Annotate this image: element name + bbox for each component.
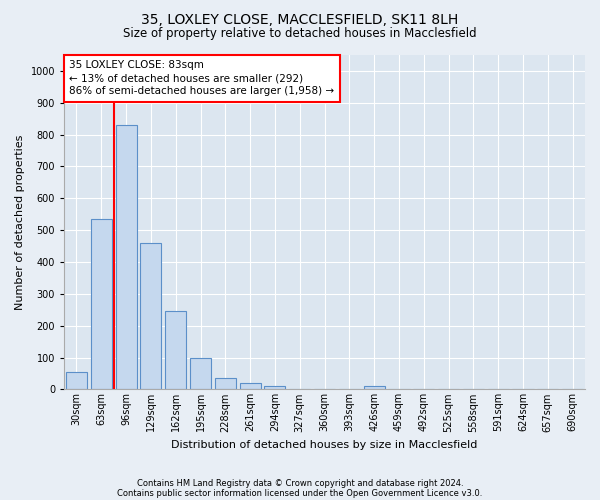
Text: 35 LOXLEY CLOSE: 83sqm
← 13% of detached houses are smaller (292)
86% of semi-de: 35 LOXLEY CLOSE: 83sqm ← 13% of detached… [69,60,334,96]
Bar [265,386,286,390]
Bar [91,219,112,390]
Bar [66,372,87,390]
X-axis label: Distribution of detached houses by size in Macclesfield: Distribution of detached houses by size … [172,440,478,450]
Text: Size of property relative to detached houses in Macclesfield: Size of property relative to detached ho… [123,28,477,40]
Text: Contains HM Land Registry data © Crown copyright and database right 2024.: Contains HM Land Registry data © Crown c… [137,478,463,488]
Bar [239,383,260,390]
Bar [116,125,137,390]
Bar [215,378,236,390]
Text: Contains public sector information licensed under the Open Government Licence v3: Contains public sector information licen… [118,488,482,498]
Bar [165,312,186,390]
Bar [140,243,161,390]
Bar [364,386,385,390]
Text: 35, LOXLEY CLOSE, MACCLESFIELD, SK11 8LH: 35, LOXLEY CLOSE, MACCLESFIELD, SK11 8LH [142,12,458,26]
Y-axis label: Number of detached properties: Number of detached properties [15,134,25,310]
Bar [190,358,211,390]
